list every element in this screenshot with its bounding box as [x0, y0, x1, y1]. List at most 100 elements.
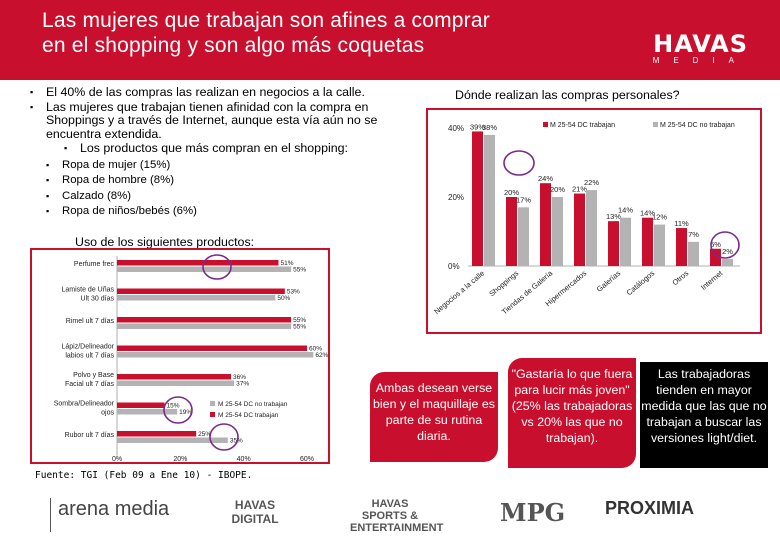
data-label: 38% [482, 123, 497, 132]
uso-chart-title: Uso de los siguientes productos: [75, 235, 255, 249]
product-item: Ropa de niños/bebés (6%) [46, 204, 430, 219]
category-label: Sombra/Delineador [54, 401, 115, 408]
data-label: 13% [606, 212, 621, 221]
category-label: Shoppings [487, 268, 520, 298]
header-bar: Las mujeres que trabajan son afines a co… [0, 0, 780, 80]
havas-sports-logo: HAVAS SPORTS & ENTERTAINMENT [350, 498, 444, 534]
bar [117, 374, 231, 380]
donde-chart-title: Dónde realizan las compras personales? [455, 88, 680, 102]
bar [117, 260, 279, 266]
category-label: Ult 30 días [81, 296, 115, 303]
data-label: 55% [293, 317, 306, 324]
bar [117, 266, 292, 272]
bar [608, 221, 619, 266]
category-label: Polvo y Base [73, 372, 114, 379]
callout-trabajadoras: Las trabajadoras tienden en mayor medida… [640, 362, 768, 468]
title-line-1: Las mujeres que trabajan son afines a co… [42, 9, 490, 32]
category-label: Internet [699, 268, 725, 292]
bar [540, 183, 551, 266]
data-label: 24% [538, 174, 553, 183]
bullet-2: Las mujeres que trabajan tienen afinidad… [30, 100, 430, 142]
data-label: 53% [287, 289, 300, 296]
proximia-logo: PROXIMIA [605, 498, 695, 518]
bar [117, 409, 178, 415]
category-label: Catálogos [625, 268, 657, 297]
bar [117, 295, 276, 301]
data-label: 36% [233, 374, 246, 381]
data-label: 51% [281, 260, 294, 267]
data-label: 22% [584, 178, 599, 187]
data-label: 39% [470, 122, 485, 131]
category-label: ojos [101, 410, 114, 417]
bar [117, 345, 307, 351]
data-label: 55% [293, 267, 306, 274]
product-item: Calzado (8%) [46, 189, 430, 204]
data-label: 60% [309, 346, 322, 353]
havas-logo-sub: MEDIA [652, 56, 748, 65]
tick-label: 40% [237, 456, 251, 463]
donde-chart-frame [426, 108, 762, 334]
callout-trabajadoras-text: Las trabajadoras tienden en mayor medida… [641, 367, 767, 445]
bar [722, 259, 733, 266]
tick-label: 60% [300, 456, 314, 463]
tick-label: 0% [448, 262, 460, 271]
tick-label: 0% [112, 456, 122, 463]
data-label: 21% [572, 185, 587, 194]
tick-label: 20% [448, 193, 464, 202]
source-footer: Fuente: TGI (Feb 09 a Ene 10) - IBOPE. [35, 470, 253, 481]
bar [117, 402, 165, 408]
category-label: Galerías [595, 268, 623, 293]
category-label: Rimel ult 7 días [66, 318, 115, 325]
data-label: 11% [674, 219, 689, 228]
havas-digital-logo: HAVAS DIGITAL [231, 498, 279, 526]
bar [472, 131, 483, 266]
bar [676, 228, 687, 266]
bullet-list: El 40% de las compras las realizan en ne… [30, 85, 430, 220]
callout-ambas-text: Ambas desean verse bien y el maquillaje … [373, 381, 495, 443]
tick-label: 20% [173, 456, 187, 463]
data-label: 20% [504, 188, 519, 197]
bar [642, 217, 653, 266]
data-label: 55% [293, 324, 306, 331]
category-label: Negocios a la calle [432, 269, 486, 316]
category-label: Lamiste de Uñas [61, 287, 114, 294]
legend-swatch [543, 122, 548, 127]
bar [710, 248, 721, 266]
category-label: labios ult 7 días [65, 353, 114, 360]
data-label: 35% [230, 438, 243, 445]
callout-gustaria-text: "Gastaría lo que fuera para lucir más jo… [511, 367, 633, 445]
page-title: Las mujeres que trabajan son afines a co… [42, 8, 642, 58]
donde-chart: 0%20%40% 39%38%Negocios a la calle20%17%S… [432, 122, 740, 316]
bullet-1: El 40% de las compras las realizan en ne… [30, 85, 430, 100]
product-item: Ropa de mujer (15%) [46, 158, 430, 173]
product-item: Ropa de hombre (8%) [46, 173, 430, 188]
bullet-3: Los productos que más compran en el shop… [64, 141, 430, 156]
bar [574, 193, 585, 266]
uso-chart-frame [30, 248, 330, 464]
legend-swatch [653, 122, 658, 127]
bar [552, 197, 563, 266]
callout-gustaria: "Gastaría lo que fuera para lucir más jo… [508, 358, 636, 468]
havas-logo: HAVAS [653, 30, 748, 58]
divider [50, 498, 51, 532]
bottom-logos: arena media HAVAS DIGITAL HAVAS SPORTS &… [0, 490, 780, 540]
arena-media-logo: arena media [58, 498, 170, 520]
bar [117, 352, 314, 358]
data-label: 12% [652, 213, 667, 222]
data-label: 37% [236, 381, 249, 388]
callout-ambas: Ambas desean verse bien y el maquillaje … [370, 372, 498, 462]
data-label: 17% [516, 195, 531, 204]
data-label: 25% [198, 431, 211, 438]
legend-label: M 25-54 DC no trabajan [218, 401, 288, 408]
bar [654, 224, 665, 266]
data-label: 5% [710, 240, 721, 249]
data-label: 15% [167, 403, 180, 410]
data-label: 19% [179, 409, 192, 416]
bar [117, 323, 292, 329]
highlight-circle [710, 231, 740, 259]
title-line-2: en el shopping y son algo más coquetas [42, 34, 425, 57]
bar [620, 217, 631, 266]
legend-label: M 25-54 DC no trabajan [660, 122, 735, 129]
bar [117, 437, 228, 443]
